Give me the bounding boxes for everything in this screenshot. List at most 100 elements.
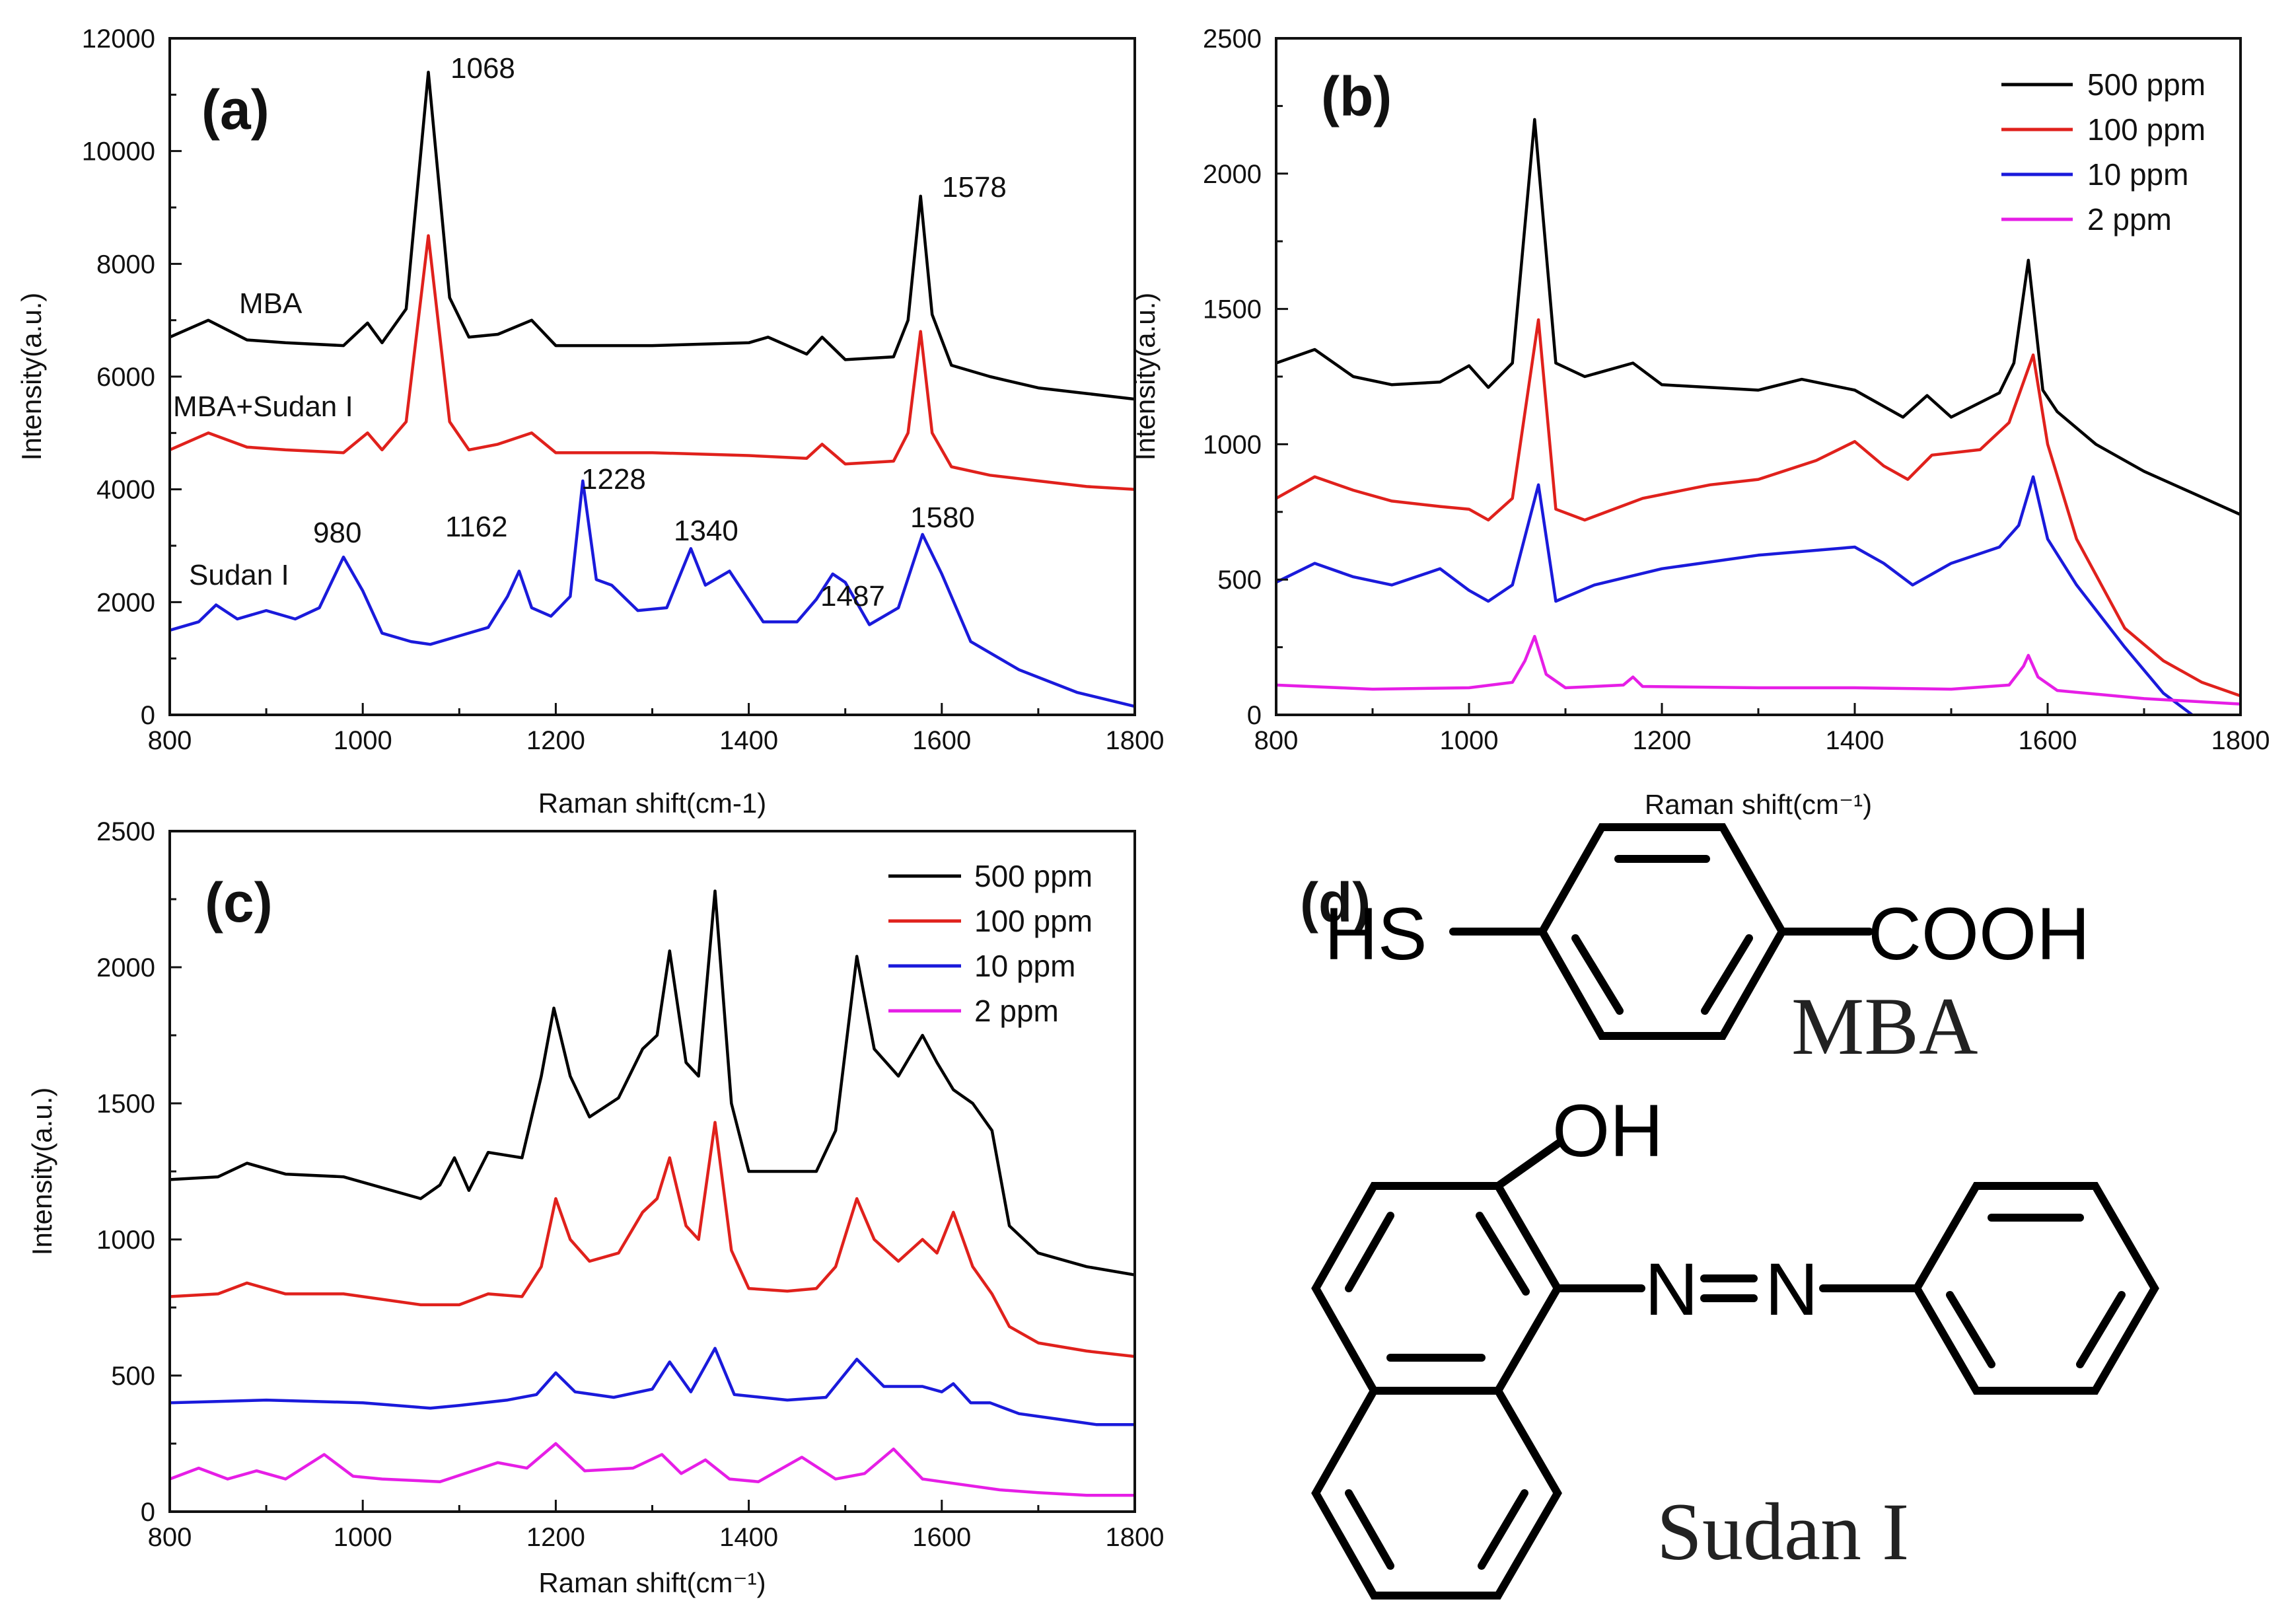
- peak-label-1162: 1162: [445, 511, 508, 543]
- legend-label-c-0: 500 ppm: [974, 859, 1093, 893]
- x-tick-label-a: 1800: [1106, 726, 1165, 755]
- series-line-a-2: [170, 479, 1135, 708]
- series-label-mba: MBA: [239, 287, 303, 320]
- y-tick-label-c: 2500: [96, 817, 155, 846]
- y-tick-label-a: 10000: [82, 137, 155, 166]
- series-line-b-3: [1276, 634, 2241, 706]
- y-tick-label-a: 2000: [96, 588, 155, 617]
- peak-label-1578: 1578: [942, 171, 1007, 203]
- x-tick-label-b: 800: [1254, 726, 1299, 755]
- series-line-b-2: [1276, 475, 2194, 715]
- peak-label-1228: 1228: [581, 463, 646, 496]
- x-tick-label-c: 1600: [912, 1523, 971, 1552]
- y-tick-label-b: 1500: [1203, 295, 1262, 324]
- panel-b-chart: 800 1000 1200 1400 1600 1800 0 500 1000 1500 2000 2…: [1130, 24, 2270, 820]
- phenyl-double-right: [2076, 1291, 2126, 1368]
- legend-label-c-3: 2 ppm: [974, 994, 1059, 1028]
- panel-c-chart: 800 1000 1200 1400 1600 1800 0 500 1000 1500 2000 2…: [26, 817, 1164, 1598]
- mba-name: MBA: [1791, 981, 1978, 1072]
- x-tick-label-c: 1400: [719, 1523, 778, 1552]
- mba-cooh-group: COOH: [1868, 893, 2090, 975]
- x-tick-label-a: 1000: [334, 726, 392, 755]
- panel-label-c: (c): [205, 871, 273, 934]
- series-line-b-0: [1276, 118, 2241, 516]
- x-axis-title-a: Raman shift(cm-1): [538, 788, 766, 819]
- y-tick-label-b: 500: [1217, 566, 1262, 595]
- y-tick-label-c: 1000: [96, 1226, 155, 1255]
- mba-ring-double-bond-right: [1701, 934, 1753, 1015]
- y-axis-title-b: Intensity(a.u.): [1130, 293, 1161, 460]
- x-tick-label-c: 1800: [1106, 1523, 1165, 1552]
- legend-label-c-2: 10 ppm: [974, 949, 1075, 983]
- mba-hs-group: HS: [1324, 893, 1427, 975]
- naphthalene-double-2: [1476, 1212, 1530, 1296]
- y-tick-label-a: 6000: [96, 363, 155, 392]
- y-tick-label-c: 500: [111, 1362, 155, 1391]
- y-tick-label-b: 2500: [1203, 24, 1262, 54]
- panel-label-b: (b): [1321, 65, 1392, 128]
- series-line-c-1: [170, 1121, 1135, 1358]
- sudan-oh-group: OH: [1552, 1089, 1663, 1172]
- peak-label-1487: 1487: [820, 580, 885, 612]
- y-tick-label-c: 0: [141, 1498, 155, 1527]
- y-axis-title-c: Intensity(a.u.): [26, 1087, 57, 1255]
- x-tick-label-b: 1600: [2019, 726, 2077, 755]
- peak-label-1580: 1580: [910, 501, 975, 534]
- panel-d-label: (d): [1300, 871, 1371, 934]
- x-tick-label-c: 1200: [526, 1523, 585, 1552]
- sudan-azo-n1: N: [1645, 1248, 1698, 1331]
- x-tick-label-b: 1800: [2211, 726, 2270, 755]
- series-line-c-0: [170, 889, 1135, 1276]
- sudan-naphthalene: [1311, 1139, 1921, 1600]
- legend-label-b-0: 500 ppm: [2087, 67, 2206, 102]
- series-line-c-2: [170, 1346, 1135, 1426]
- panel-d-labels: (d) HS COOH MBA OH N N Sudan I: [1300, 871, 2090, 1577]
- x-axis-title-c: Raman shift(cm⁻¹): [538, 1567, 766, 1598]
- x-tick-label-b: 1400: [1826, 726, 1884, 755]
- legend-label-c-1: 100 ppm: [974, 904, 1093, 938]
- y-tick-label-a: 12000: [82, 24, 155, 54]
- naphthalene-double-5: [1478, 1489, 1528, 1570]
- x-tick-label-a: 800: [148, 726, 192, 755]
- y-tick-label-b: 1000: [1203, 430, 1262, 459]
- mba-benzene-ring: [1449, 823, 1873, 1040]
- peak-label-1068: 1068: [450, 52, 515, 85]
- panel-a-chart: 800 1000 1200 1400 1600 1800 0 2000 4000 6000 8000…: [16, 24, 1164, 819]
- series-label-sudan: Sudan I: [189, 559, 289, 591]
- x-tick-label-b: 1200: [1633, 726, 1692, 755]
- mba-ring-double-bond-left: [1571, 934, 1624, 1015]
- naphthalene-lower-ring: [1311, 1387, 1562, 1600]
- series-line-a-0: [170, 70, 1135, 401]
- y-tick-label-a: 0: [141, 701, 155, 730]
- x-tick-label-a: 1200: [526, 726, 585, 755]
- sudan-name: Sudan I: [1657, 1487, 1909, 1577]
- series-line-a-1: [170, 234, 1135, 491]
- legend-label-b-1: 100 ppm: [2087, 112, 2206, 147]
- x-tick-label-b: 1000: [1440, 726, 1499, 755]
- y-tick-label-b: 2000: [1203, 160, 1262, 189]
- y-tick-label-a: 4000: [96, 476, 155, 505]
- y-tick-label-c: 1500: [96, 1089, 155, 1119]
- peak-label-980: 980: [313, 517, 361, 549]
- series-line-c-3: [170, 1442, 1135, 1497]
- panel-a-annotations: 1068 1578 MBA MBA+Sudan I Sudan I 980 11…: [173, 52, 1007, 612]
- naphthalene-double-4: [1345, 1489, 1394, 1570]
- x-tick-label-c: 800: [148, 1523, 192, 1552]
- panel-label-a: (a): [201, 79, 269, 141]
- phenyl-ring-outline: [1912, 1182, 2159, 1395]
- sudan-bond-oh: [1494, 1139, 1563, 1190]
- phenyl-double-left: [1946, 1291, 1995, 1368]
- legend-label-b-3: 2 ppm: [2087, 202, 2172, 237]
- sudan-phenyl-ring: [1912, 1182, 2159, 1395]
- peak-label-1340: 1340: [674, 515, 738, 547]
- x-tick-label-a: 1600: [912, 726, 971, 755]
- y-tick-label-a: 8000: [96, 250, 155, 279]
- series-line-b-1: [1276, 318, 2241, 698]
- x-tick-label-c: 1000: [334, 1523, 392, 1552]
- sudan-azo-n2: N: [1765, 1248, 1818, 1331]
- y-axis-title-a: Intensity(a.u.): [16, 293, 47, 460]
- series-label-mba-sudan: MBA+Sudan I: [173, 390, 353, 423]
- legend-label-b-2: 10 ppm: [2087, 157, 2188, 192]
- x-tick-label-a: 1400: [719, 726, 778, 755]
